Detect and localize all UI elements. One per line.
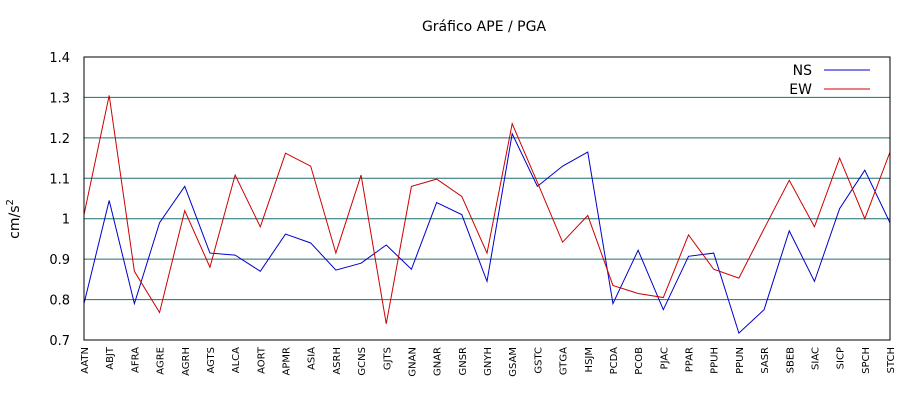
x-tick-label: AGRH: [181, 347, 192, 376]
legend-label-ns: NS: [793, 63, 812, 79]
x-tick-label: SIAC: [810, 347, 821, 370]
x-tick-labels: AATN ABJT AFRA AGRE AGRH AGTS ALCA AORT APMR ASIA…: [80, 346, 897, 377]
y-tick-label: 1.4: [49, 51, 70, 66]
x-tick-label: GNAR: [433, 347, 444, 376]
x-tick-label: APMR: [282, 347, 293, 375]
x-tick-label: SPCH: [861, 347, 872, 374]
x-tick-label: ALCA: [231, 347, 242, 373]
series-line-ew: [83, 95, 891, 324]
x-tick-label: SASR: [760, 347, 771, 374]
series-line-ns: [83, 132, 891, 335]
y-tick-label: 1: [62, 213, 70, 228]
x-tick-label: PPAR: [685, 347, 696, 372]
y-axis-label-superscript: 2: [5, 199, 16, 205]
x-tick-label: PCOB: [634, 347, 645, 375]
x-tick-label: PCDA: [609, 347, 620, 375]
y-tick-label: 0.7: [49, 334, 70, 349]
x-tick-label: SBEB: [785, 347, 796, 374]
x-tick-label: ABJT: [105, 346, 116, 370]
gridlines: [84, 96, 890, 301]
x-tick-label: HSJM: [584, 347, 595, 372]
x-tick-label: SICP: [836, 347, 847, 369]
y-tick-label: 1.1: [49, 172, 70, 187]
x-tick-label: GNAN: [407, 347, 418, 377]
x-tick-label: AGRE: [156, 347, 167, 375]
y-tick-labels: 0.7 0.8 0.9 1 1.1 1.2 1.3 1.4: [49, 51, 70, 349]
x-tick-label: GJTS: [382, 347, 393, 370]
x-tick-label: PPUH: [710, 347, 721, 374]
x-tick-label: AGTS: [206, 347, 217, 374]
chart-title: Gráfico APE / PGA: [422, 19, 546, 35]
x-tick-label: GNYH: [483, 347, 494, 376]
series-lines: [83, 95, 891, 335]
legend: NS EW: [789, 63, 870, 98]
y-tick-label: 0.8: [49, 294, 70, 309]
y-axis-label-unit: cm/s: [7, 206, 23, 239]
x-tick-label: ASRH: [332, 347, 343, 375]
y-axis-label: cm/s2: [5, 199, 23, 239]
x-tick-label: GSAM: [508, 347, 519, 377]
x-tick-label: GSTC: [533, 347, 544, 374]
x-tick-label: GTGA: [559, 347, 570, 375]
plot-frame: [83, 56, 891, 341]
x-tick-label: PPUN: [735, 347, 746, 374]
x-tick-label: ASIA: [307, 347, 318, 370]
legend-label-ew: EW: [789, 82, 812, 98]
y-tick-label: 0.9: [49, 253, 70, 268]
y-tick-label: 1.3: [49, 91, 70, 106]
x-tick-label: GCNS: [357, 347, 368, 376]
y-tick-label: 1.2: [49, 132, 70, 147]
x-tick-label: GNSR: [458, 347, 469, 376]
x-tick-label: AATN: [80, 347, 91, 374]
x-tick-label: STCH: [886, 347, 897, 373]
x-tick-label: AORT: [256, 346, 267, 374]
x-tick-label: PJAC: [659, 347, 670, 369]
x-tick-label: AFRA: [130, 347, 141, 373]
